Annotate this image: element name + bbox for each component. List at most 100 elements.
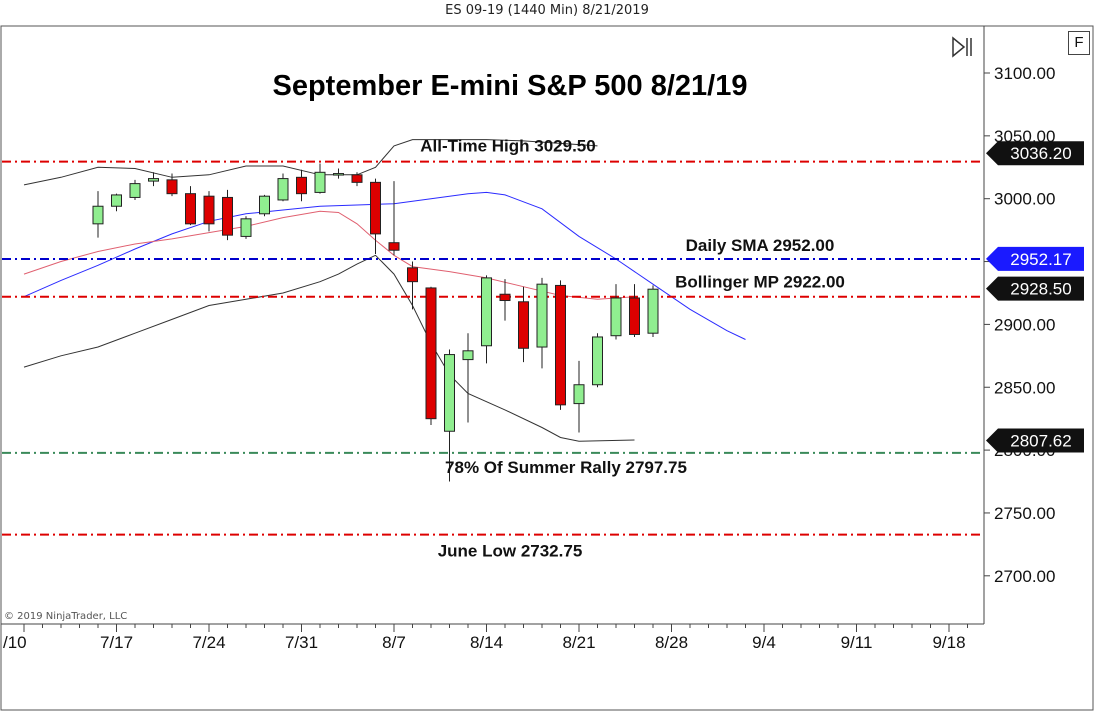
candle: [573, 360, 585, 433]
hline-label-0: All-Time High 3029.50: [420, 137, 595, 156]
hline-label-3: 78% Of Summer Rally 2797.75: [445, 458, 687, 477]
price-tag-box: [986, 141, 1084, 166]
bollinger-mid-line: [23, 210, 635, 300]
candle: [481, 275, 492, 364]
time-axis: /10 7/17 7/24 7/31 8/7 8/14 8/21 8/28 9/4 9/11 9/1…: [3, 624, 968, 652]
candle-body-down: [296, 176, 307, 195]
candle: [148, 172, 159, 187]
candle: [536, 277, 548, 369]
copyright-notice: © 2019 NinjaTrader, LLC: [4, 611, 128, 622]
x-tick-label: 9/4: [752, 633, 776, 652]
candle-body-down: [425, 287, 437, 420]
candle: [592, 333, 603, 388]
candle-body-up: [333, 173, 344, 176]
hline-labels: All-Time High 3029.50 Daily SMA 2952.00 Bo…: [420, 137, 845, 561]
x-tick-label: /10: [3, 633, 27, 652]
candle-body-down: [203, 195, 215, 225]
candle-body-down: [388, 242, 400, 251]
price-axis: 3100.003050.003000.002950.002900.002850.…: [984, 64, 1055, 586]
chart-title: September E-mini S&P 500 8/21/19: [273, 70, 748, 102]
candle-body-up: [129, 183, 141, 198]
candle: [277, 173, 289, 202]
candle-body-up: [92, 205, 104, 225]
x-tick-label: 9/18: [932, 633, 965, 652]
candle: [555, 280, 566, 410]
candle-body-up: [111, 194, 122, 207]
candle: [370, 178, 381, 255]
hline-label-2: Bollinger MP 2922.00: [675, 273, 845, 292]
y-tick-label: 3000.00: [994, 190, 1055, 209]
scroll-to-end-icon[interactable]: [950, 36, 976, 58]
x-tick-label: 8/7: [382, 633, 406, 652]
candle-body-up: [462, 350, 474, 361]
candle-body-down: [370, 181, 381, 235]
f-button[interactable]: F: [1068, 31, 1090, 55]
x-tick-label: 7/17: [100, 633, 133, 652]
hline-label-4: June Low 2732.75: [438, 542, 583, 561]
chart-border: [0, 25, 1094, 711]
price-tag-label: 2928.50: [1010, 280, 1071, 299]
candle: [499, 279, 511, 321]
candle: [425, 286, 437, 425]
window-title: ES 09-19 (1440 Min) 8/21/2019: [445, 3, 649, 18]
candle: [240, 216, 252, 239]
candle: [610, 284, 622, 340]
candle-body-up: [481, 277, 492, 347]
candle-body-up: [647, 288, 659, 334]
x-tick-label: 8/14: [470, 633, 503, 652]
y-tick-label: 3050.00: [994, 127, 1055, 146]
candle: [444, 349, 455, 482]
bollinger-lower-line: [23, 254, 635, 442]
y-tick-label: 2850.00: [994, 378, 1055, 397]
candle-body-down: [407, 267, 418, 283]
candle: [296, 169, 307, 202]
horizontal-lines: [2, 160, 984, 536]
candle: [185, 186, 196, 226]
candle: [333, 168, 344, 179]
x-tick-label: 7/24: [192, 633, 225, 652]
candle-body-down: [351, 174, 363, 183]
price-tag-label: 2952.17: [1010, 250, 1071, 269]
candle: [462, 333, 474, 423]
price-tag-box: [986, 246, 1084, 271]
candle-body-up: [444, 354, 455, 432]
price-tag-label: 3036.20: [1010, 144, 1071, 163]
x-tick-label: 7/31: [285, 633, 318, 652]
price-tags: 3036.20 2952.17 2928.50 2807.62: [986, 141, 1084, 453]
candle: [222, 189, 233, 241]
y-tick-label: 3100.00: [994, 64, 1055, 83]
price-tag: 3036.20: [986, 141, 1084, 166]
candle-body-up: [240, 218, 252, 237]
price-tag: 2807.62: [986, 428, 1084, 453]
candle: [166, 173, 178, 197]
candle-body-down: [222, 196, 233, 236]
x-tick-label: 8/28: [655, 633, 688, 652]
candle: [647, 285, 659, 337]
candle-body-up: [148, 178, 159, 182]
y-tick-label: 2700.00: [994, 567, 1055, 586]
candle: [129, 179, 141, 200]
candle-body-down: [499, 293, 511, 302]
y-tick-label: 2900.00: [994, 315, 1055, 334]
candle-body-up: [314, 171, 326, 193]
candle: [388, 181, 400, 256]
candle: [351, 172, 363, 187]
candle: [518, 286, 529, 363]
price-tag: 2928.50: [986, 276, 1084, 301]
candle: [111, 193, 122, 212]
price-tag: 2952.17: [986, 246, 1084, 271]
candles: [92, 163, 659, 482]
candle: [203, 191, 215, 232]
candle-body-up: [259, 195, 270, 215]
candle: [314, 163, 326, 194]
x-tick-label: 9/11: [841, 633, 873, 652]
candle: [259, 194, 270, 217]
candle: [407, 261, 418, 310]
price-tag-box: [986, 276, 1084, 301]
candle-body-down: [166, 179, 178, 195]
candle-body-up: [573, 384, 585, 405]
price-tag-label: 2807.62: [1010, 432, 1071, 451]
candle-body-down: [185, 193, 196, 225]
